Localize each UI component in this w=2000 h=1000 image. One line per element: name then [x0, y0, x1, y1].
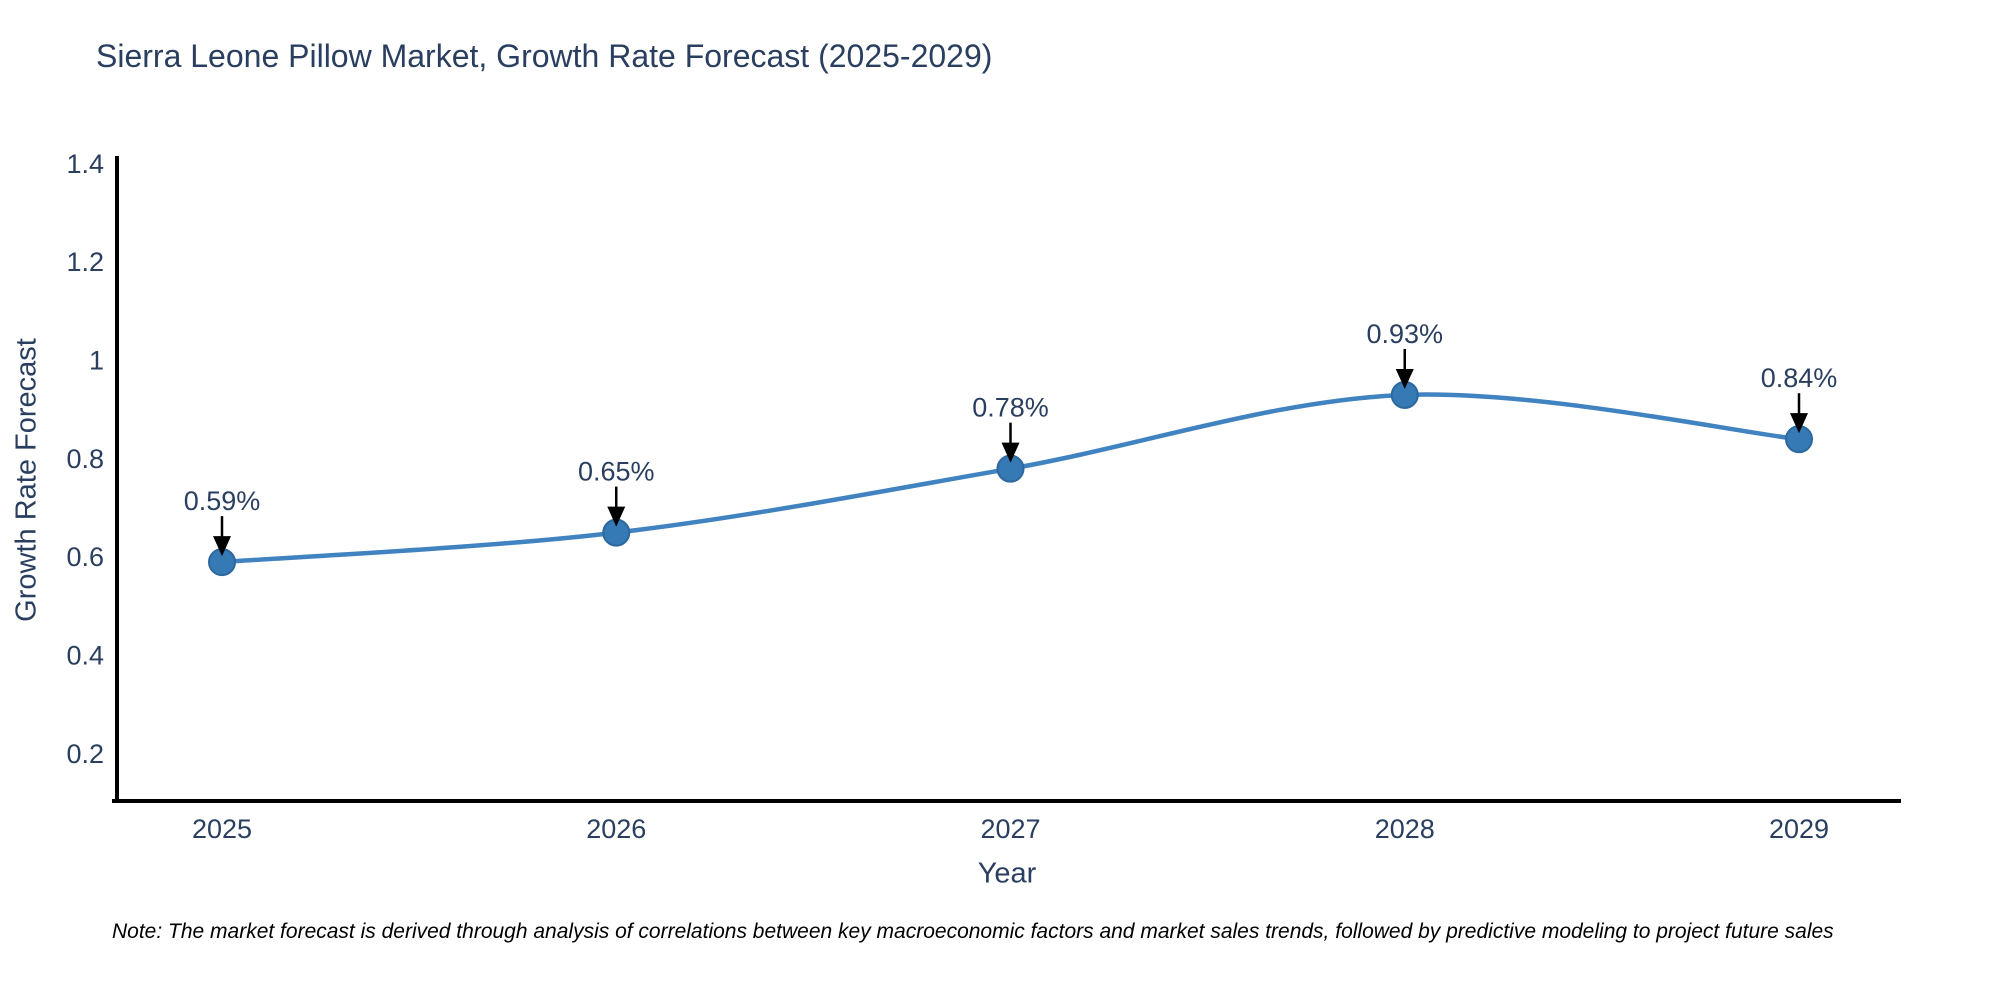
point-annotation: 0.78%: [972, 393, 1049, 423]
x-tick-label: 2025: [192, 814, 252, 844]
annotation-arrowhead-icon: [607, 506, 626, 527]
annotation-arrowhead-icon: [1790, 413, 1808, 434]
point-annotation: 0.84%: [1761, 363, 1838, 393]
x-axis-title: Year: [977, 857, 1037, 890]
annotation-arrowhead-icon: [1001, 442, 1020, 463]
point-annotation: 0.93%: [1366, 319, 1443, 349]
y-tick-label: 1: [89, 346, 104, 376]
x-tick-label: 2027: [980, 814, 1040, 844]
x-tick-label: 2026: [586, 814, 646, 844]
point-annotation: 0.59%: [184, 486, 261, 516]
x-tick-label: 2029: [1769, 814, 1829, 844]
footnote: Note: The market forecast is derived thr…: [112, 920, 1834, 943]
x-tick-label: 2028: [1375, 814, 1435, 844]
chart-title: Sierra Leone Pillow Market, Growth Rate …: [96, 38, 993, 74]
y-tick-label: 1.4: [66, 149, 104, 179]
annotation-arrowhead-icon: [1395, 368, 1414, 389]
y-tick-label: 0.8: [66, 444, 104, 474]
y-tick-label: 0.2: [66, 739, 104, 769]
y-tick-label: 0.6: [66, 542, 104, 572]
point-annotation: 0.65%: [578, 457, 655, 487]
annotation-arrowhead-icon: [213, 536, 231, 557]
y-tick-label: 0.4: [66, 641, 104, 671]
y-tick-label: 1.2: [66, 247, 104, 277]
